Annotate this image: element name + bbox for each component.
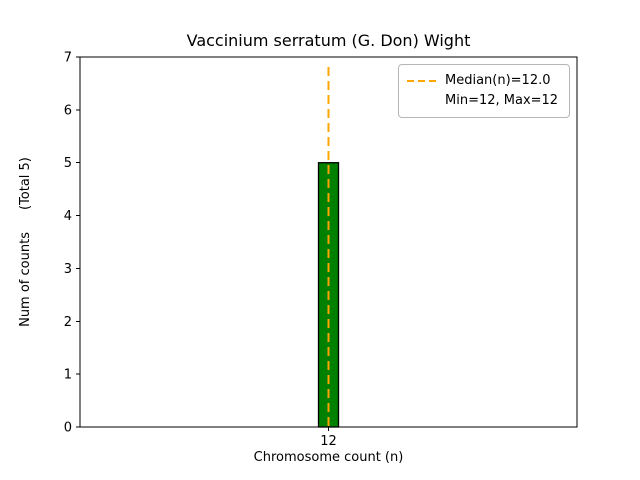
y-tick-label: 0 [64,421,72,436]
y-tick-label: 4 [64,209,72,224]
legend-row-minmax: Min=12, Max=12 [407,91,561,111]
y-tick-label: 1 [64,368,72,383]
legend-label-minmax: Min=12, Max=12 [445,93,559,108]
y-tick-label: 3 [64,262,72,277]
legend-row-median: Median(n)=12.0 [407,71,561,91]
median-dashed-line-icon [407,80,437,82]
legend-label-median: Median(n)=12.0 [445,73,551,88]
chart-title: Vaccinium serratum (G. Don) Wight [186,31,471,50]
y-tick-label: 6 [64,103,72,118]
legend-spacer [407,96,437,106]
y-tick-label: 7 [64,51,72,66]
legend: Median(n)=12.0 Min=12, Max=12 [398,64,570,118]
x-tick-label: 12 [320,434,337,449]
plot-frame [79,56,578,428]
y-tick-label: 2 [64,315,72,330]
x-axis-label: Chromosome count (n) [253,450,404,465]
y-tick-label: 5 [64,156,72,171]
